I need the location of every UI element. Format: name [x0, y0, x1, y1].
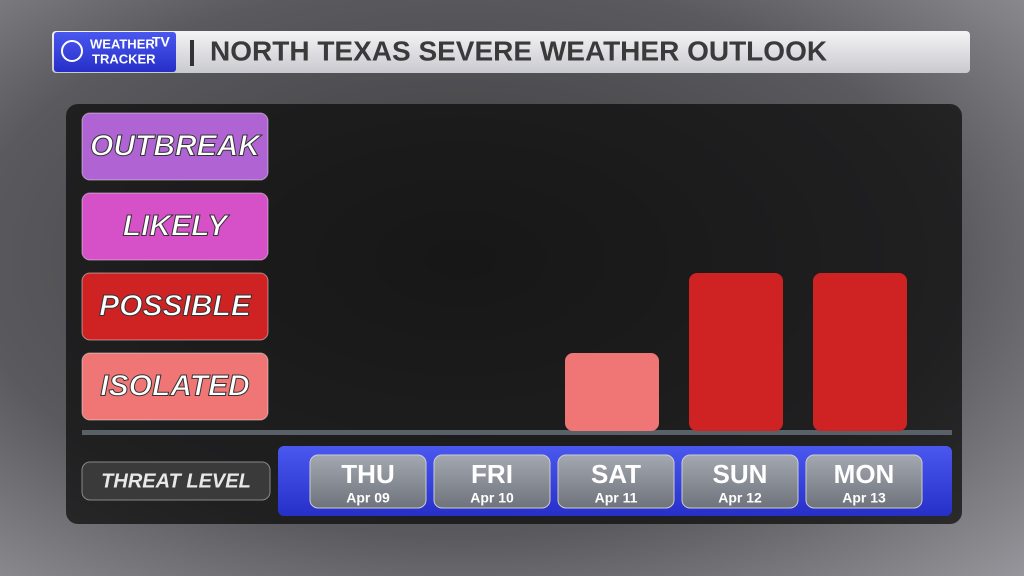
x-tick-label: SAT [591, 459, 641, 489]
day-box [805, 454, 923, 509]
level-button [81, 112, 269, 181]
y-tick-label: LIKELY [123, 209, 230, 242]
day-box [557, 454, 675, 509]
x-tick-label: FRI [471, 459, 513, 489]
logo-text: WEATHER [90, 36, 155, 51]
x-tick-label: THU [341, 459, 394, 489]
logo-badge: TV [152, 34, 171, 50]
level-button [81, 352, 269, 421]
x-tick-date: Apr 09 [346, 490, 390, 506]
bar [565, 353, 659, 431]
baseline [82, 430, 952, 435]
day-box [433, 454, 551, 509]
logo-text: TRACKER [92, 51, 156, 66]
logo [54, 32, 176, 72]
x-axis-label: THREAT LEVEL [101, 470, 251, 492]
bar [689, 273, 783, 431]
x-tick-date: Apr 12 [718, 490, 762, 506]
y-tick-label: ISOLATED [100, 369, 249, 402]
logo-icon [61, 40, 83, 62]
day-box [309, 454, 427, 509]
x-tick-date: Apr 10 [470, 490, 514, 506]
level-button [81, 192, 269, 261]
x-tick-date: Apr 11 [595, 490, 638, 506]
day-box [681, 454, 799, 509]
x-tick-date: Apr 13 [842, 490, 886, 506]
title-bar [52, 31, 970, 73]
separator [190, 40, 194, 66]
x-label-box [81, 461, 271, 501]
level-button [81, 272, 269, 341]
title: NORTH TEXAS SEVERE WEATHER OUTLOOK [210, 35, 827, 66]
x-tick-label: SUN [713, 459, 768, 489]
y-tick-label: OUTBREAK [90, 129, 262, 162]
x-tick-label: MON [834, 459, 895, 489]
y-tick-label: POSSIBLE [99, 289, 252, 322]
bar [813, 273, 907, 431]
